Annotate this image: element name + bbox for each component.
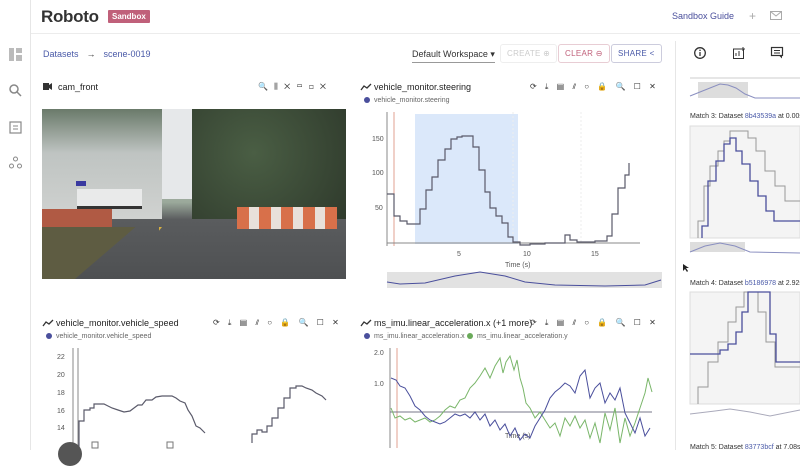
x-axis-label: Time (s) [505, 262, 531, 269]
legend-dot [364, 97, 370, 104]
match-4-label: Match 4: Dataset b5186978 at 2.92s [690, 280, 800, 287]
match-3-label: Match 3: Dataset 8b43539a at 0.00s [690, 113, 800, 120]
add-chart-icon[interactable] [733, 47, 745, 59]
legend-dot [364, 333, 370, 340]
speed-title: vehicle_monitor.vehicle_speed [56, 318, 179, 328]
x-tick: 15 [591, 251, 599, 258]
steering-chart[interactable] [385, 112, 665, 292]
y-tick: 50 [375, 205, 383, 212]
imu-title: ms_imu.linear_acceleration.x (+1 more) [374, 318, 533, 328]
y-tick: 1.0 [374, 381, 384, 388]
y-tick: 100 [372, 170, 384, 177]
layout-icon[interactable] [9, 48, 22, 61]
sandbox-badge: Sandbox [108, 10, 150, 23]
sidebar [0, 0, 31, 450]
steering-legend[interactable]: vehicle_monitor.steering [364, 97, 450, 104]
y-tick: 16 [57, 408, 65, 415]
y-tick: 2.0 [374, 350, 384, 357]
match-4-chart[interactable] [689, 291, 800, 422]
imu-toolbar[interactable]: ⟳ ⤓ ▤ ⫽ ○ 🔒 🔍 ☐ ✕ [530, 318, 659, 327]
speed-chart[interactable] [72, 348, 332, 450]
y-tick: 20 [57, 372, 65, 379]
line-chart-icon [360, 319, 372, 327]
workspace-select[interactable]: Default Workspace ▾ [412, 49, 495, 63]
breadcrumb-arrow: → [86, 49, 96, 59]
x-axis-label: Time (s) [505, 433, 531, 440]
cam-front-toolbar[interactable]: 🔍 ⫼ ✕ ▭ ◻ ✕ [258, 82, 329, 91]
match-2-minimap[interactable] [689, 68, 800, 100]
line-chart-icon [42, 319, 54, 327]
match-4-dataset-link[interactable]: b5186978 [744, 280, 777, 287]
logo: Roboto [41, 7, 99, 26]
match-5-dataset-link[interactable]: 83773bcf [744, 444, 774, 451]
plus-icon[interactable]: + [748, 9, 756, 23]
search-icon[interactable] [9, 84, 22, 97]
share-button[interactable]: SHARE < [611, 44, 662, 63]
match-3-dataset-link[interactable]: 8b43539a [744, 113, 777, 120]
breadcrumb-scene[interactable]: scene-0019 [103, 49, 151, 59]
speed-legend[interactable]: vehicle_monitor.vehicle_speed [46, 333, 151, 340]
graph-icon[interactable] [9, 156, 22, 169]
panel-divider[interactable] [675, 41, 676, 450]
legend-dot [467, 333, 473, 340]
camera-image [42, 109, 346, 279]
steering-toolbar[interactable]: ⟳ ⤓ ▤ ⫽ ○ 🔒 🔍 ☐ ✕ [530, 82, 659, 91]
y-tick: 150 [372, 136, 384, 143]
cam-front-title: cam_front [58, 82, 99, 92]
breadcrumb-datasets[interactable]: Datasets [43, 49, 79, 59]
clear-button[interactable]: CLEAR ⊖ [558, 44, 610, 63]
create-button[interactable]: CREATE ⊕ [500, 44, 558, 63]
info-icon[interactable] [694, 47, 706, 59]
match-5-label: Match 5: Dataset 83773bcf at 7.08s [690, 444, 800, 451]
top-bar: Roboto Sandbox Sandbox Guide + [31, 0, 800, 34]
imu-chart[interactable] [389, 348, 665, 450]
steering-title: vehicle_monitor.steering [374, 82, 472, 92]
x-tick: 5 [457, 251, 461, 258]
y-tick: 22 [57, 354, 65, 361]
avatar[interactable] [58, 442, 82, 466]
mail-icon[interactable] [770, 11, 782, 20]
y-tick: 18 [57, 390, 65, 397]
legend-dot [46, 333, 52, 340]
y-tick: 14 [57, 425, 65, 432]
line-chart-icon [360, 83, 372, 91]
breadcrumb: Datasets → scene-0019 [43, 49, 151, 59]
match-3-chart[interactable] [689, 125, 800, 266]
imu-legend-x[interactable]: ms_imu.linear_acceleration.x [364, 333, 465, 340]
sandbox-guide-link[interactable]: Sandbox Guide [671, 11, 734, 21]
comment-icon[interactable] [770, 46, 784, 59]
speed-toolbar[interactable]: ⟳ ⤓ ▤ ⫽ ○ 🔒 🔍 ☐ ✕ [213, 318, 342, 327]
document-icon[interactable] [9, 121, 22, 134]
x-tick: 10 [523, 251, 531, 258]
camera-icon [43, 83, 52, 90]
cursor-icon [683, 264, 689, 272]
imu-legend-y[interactable]: ms_imu.linear_acceleration.y [467, 333, 568, 340]
